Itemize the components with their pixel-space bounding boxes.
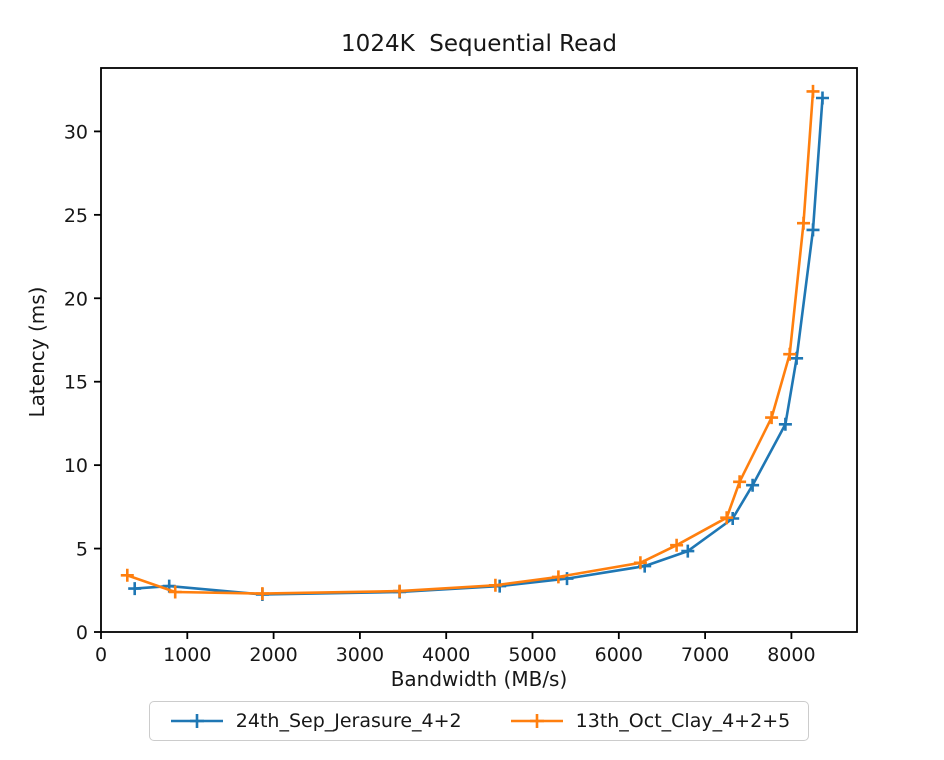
legend-label-jerasure: 24th_Sep_Jerasure_4+2 [235, 710, 462, 732]
x-tick-label: 0 [95, 644, 107, 666]
x-tick-label: 3000 [336, 644, 384, 666]
legend-item-clay: 13th_Oct_Clay_4+2+5 [508, 710, 791, 732]
x-tick-label: 2000 [249, 644, 297, 666]
legend-sample-line-jerasure [170, 714, 223, 728]
x-tick-label: 5000 [508, 644, 556, 666]
legend-sample-line-clay [510, 714, 563, 728]
chart-title: 1024K Sequential Read [341, 31, 617, 57]
x-tick-label: 4000 [422, 644, 470, 666]
x-tick-label: 1000 [163, 644, 211, 666]
y-tick-label: 5 [76, 539, 88, 561]
series-line-0 [134, 97, 824, 596]
y-tick-label: 30 [64, 121, 88, 143]
legend-label-clay: 13th_Oct_Clay_4+2+5 [575, 710, 791, 732]
axes-frame [100, 67, 858, 633]
legend: 24th_Sep_Jerasure_4+2 13th_Oct_Clay_4+2+… [148, 701, 810, 741]
y-axis-label: Latency (ms) [25, 286, 49, 418]
x-tick-label: 6000 [595, 644, 643, 666]
series-markers-1 [120, 84, 820, 601]
y-tick-label: 25 [64, 205, 88, 227]
series-line-1 [126, 91, 815, 595]
y-tick-label: 0 [76, 622, 88, 644]
legend-item-jerasure: 24th_Sep_Jerasure_4+2 [168, 710, 462, 732]
legend-row: 24th_Sep_Jerasure_4+2 13th_Oct_Clay_4+2+… [101, 701, 857, 741]
y-tick-label: 20 [64, 288, 88, 310]
x-tick-label: 8000 [767, 644, 815, 666]
x-tick-label: 7000 [681, 644, 729, 666]
y-tick-label: 15 [64, 372, 88, 394]
x-axis-label: Bandwidth (MB/s) [390, 667, 568, 691]
y-tick-label: 10 [64, 455, 88, 477]
